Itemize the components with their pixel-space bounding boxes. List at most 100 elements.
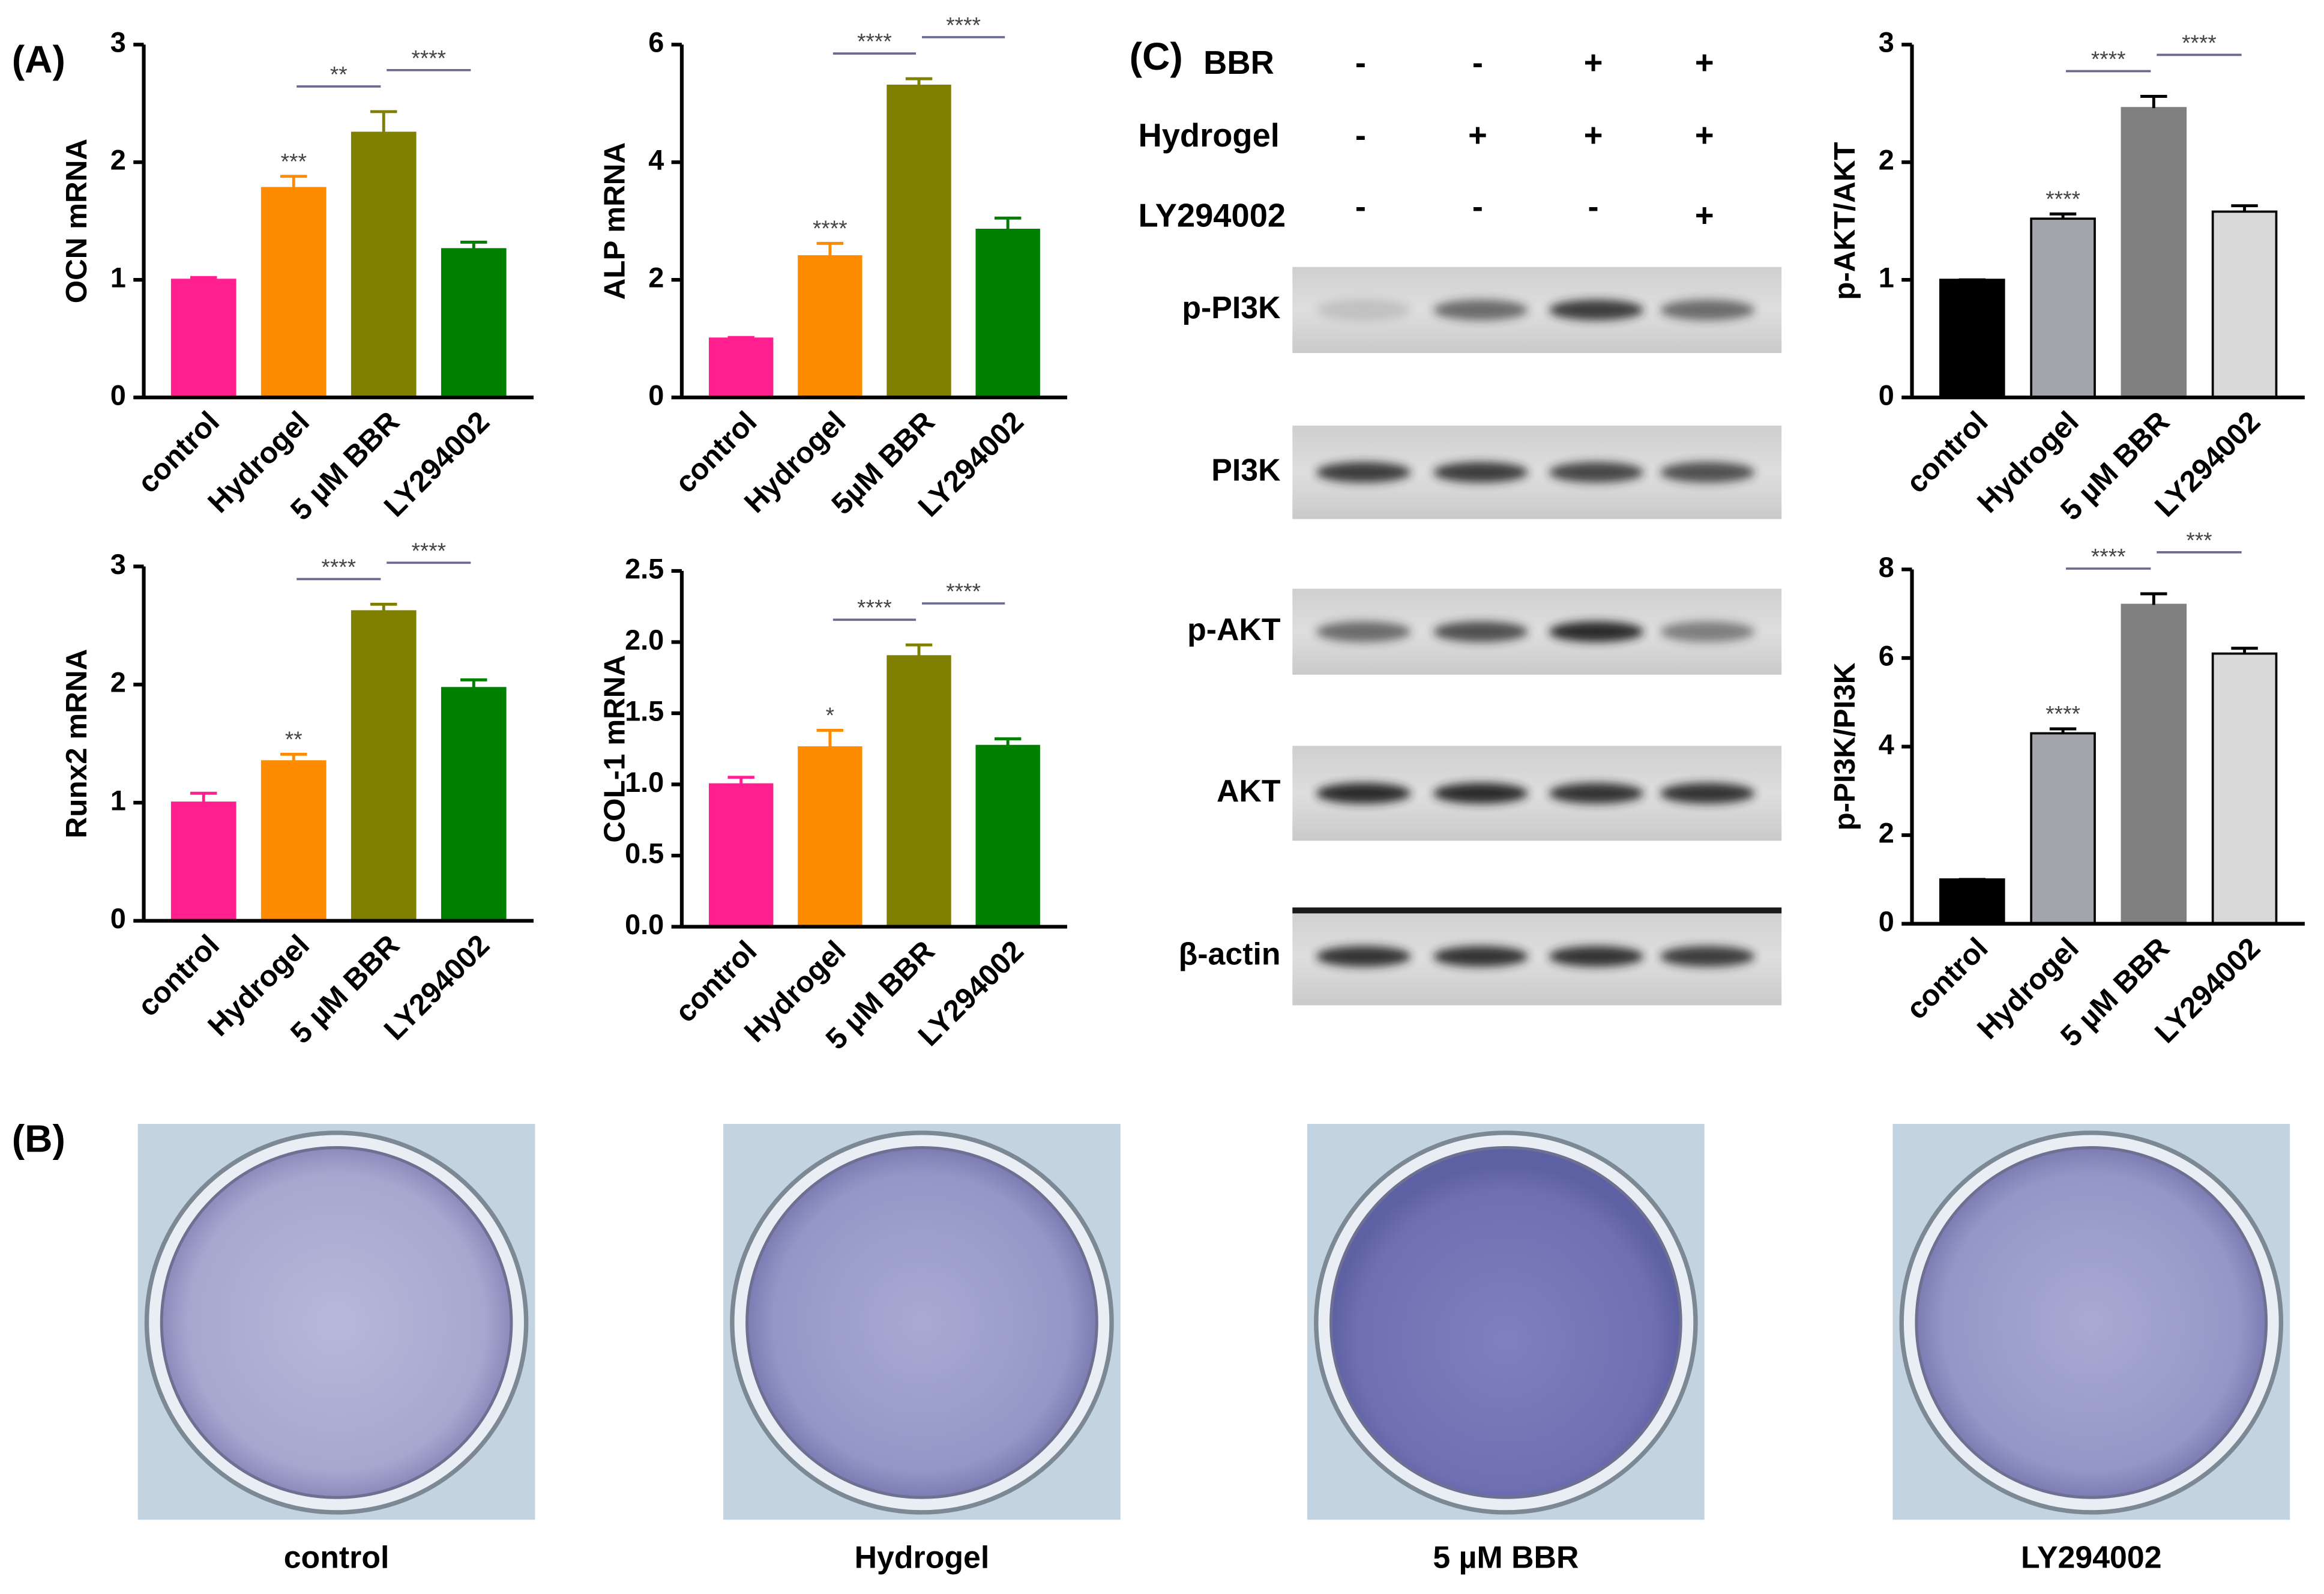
blot-label: p-AKT	[1187, 612, 1281, 647]
y-tick-label: 0	[110, 379, 126, 411]
bar	[170, 802, 236, 922]
y-tick-label: 1	[110, 785, 126, 816]
treatment-sign: -	[1355, 117, 1366, 154]
blot-band	[1316, 462, 1411, 483]
y-tick-label: 6	[648, 27, 664, 58]
error-bar	[727, 336, 754, 339]
y-tick-label: 1	[1879, 262, 1894, 293]
y-axis-label: Runx2 mRNA	[60, 649, 93, 839]
y-axis-label: COL-1 mRNA	[598, 655, 631, 843]
comparison-label: ****	[2091, 46, 2126, 71]
bar	[975, 228, 1040, 399]
bar	[2030, 732, 2096, 925]
blot-band	[1549, 783, 1644, 804]
treatment-sign: +	[1695, 198, 1714, 234]
dish-stain	[1915, 1146, 2268, 1499]
y-tick-label: 2	[1879, 817, 1894, 848]
comparison-label: ***	[2186, 527, 2212, 552]
treatment-sign: -	[1588, 189, 1599, 225]
bar	[887, 85, 951, 399]
error-bar	[727, 776, 754, 785]
y-tick-label: 1.5	[625, 695, 664, 726]
dish-stain	[745, 1146, 1098, 1499]
blot-band	[1316, 783, 1411, 804]
y-tick-label: 0	[1879, 906, 1894, 937]
blot-band	[1549, 462, 1644, 483]
error-bar	[2231, 204, 2258, 212]
bar	[2030, 217, 2096, 399]
error-bar	[2231, 647, 2258, 654]
bar	[1939, 878, 2005, 925]
error-bar	[370, 602, 397, 612]
y-tick-label: 0	[110, 903, 126, 934]
treatment-sign: +	[1695, 44, 1714, 81]
blot-band	[1549, 621, 1644, 642]
bar	[441, 687, 507, 922]
treatment-label: LY294002	[1138, 198, 1286, 234]
bar	[798, 255, 862, 399]
blot-band	[1660, 462, 1755, 483]
bar	[887, 655, 951, 928]
y-tick-label: 0	[1879, 379, 1894, 411]
treatment-sign: +	[1584, 117, 1603, 154]
y-tick-label: 3	[110, 27, 126, 58]
dish-stain	[160, 1146, 513, 1499]
dish-caption: Hydrogel	[855, 1540, 990, 1575]
error-bar	[2049, 727, 2077, 734]
treatment-sign: +	[1584, 44, 1603, 81]
blot-band	[1549, 946, 1644, 967]
bar	[260, 760, 327, 922]
y-tick-label: 0	[648, 379, 664, 411]
blot-label: AKT	[1217, 773, 1281, 808]
y-tick-label: 2.5	[625, 553, 664, 584]
panel-label: (A)	[12, 38, 65, 81]
dish-stain	[1329, 1146, 1682, 1499]
treatment-sign: +	[1468, 117, 1487, 154]
y-tick-label: 8	[1879, 552, 1894, 583]
bar	[975, 744, 1040, 928]
y-tick-label: 3	[110, 549, 126, 580]
error-bar	[994, 737, 1022, 746]
bar	[2121, 603, 2187, 925]
bar	[2211, 652, 2278, 925]
blot-band	[1660, 300, 1755, 321]
y-tick-label: 1	[110, 262, 126, 293]
dish-caption: LY294002	[2021, 1540, 2162, 1575]
significance-label: ****	[2046, 701, 2080, 726]
bar	[351, 610, 417, 922]
bar	[351, 131, 417, 399]
blot-band	[1433, 300, 1528, 321]
y-tick-label: 4	[1879, 729, 1894, 760]
treatment-label: BBR	[1203, 44, 1274, 81]
blot-label: PI3K	[1211, 452, 1280, 487]
treatment-sign: -	[1472, 189, 1483, 225]
x-tick-label: control	[1900, 405, 1994, 500]
y-tick-label: 2	[110, 145, 126, 176]
error-bar	[460, 240, 487, 250]
y-tick-label: 2	[648, 262, 664, 293]
bar	[441, 248, 507, 399]
error-bar	[905, 643, 933, 657]
blot-label: β-actin	[1179, 937, 1281, 971]
blot-label: p-PI3K	[1182, 290, 1280, 325]
bar	[1939, 279, 2005, 399]
y-tick-label: 3	[1879, 27, 1894, 58]
blot-band	[1549, 300, 1644, 321]
x-tick-label: control	[1900, 931, 1994, 1025]
error-bar	[280, 752, 307, 762]
blot-band	[1316, 621, 1411, 642]
significance-label: ***	[281, 148, 307, 174]
bar	[2211, 210, 2278, 399]
comparison-label: ****	[411, 538, 446, 563]
blot-band	[1433, 621, 1528, 642]
blot-band	[1433, 783, 1528, 804]
blot-band	[1316, 946, 1411, 967]
treatment-sign: -	[1355, 189, 1366, 225]
y-tick-label: 1.0	[625, 767, 664, 798]
significance-label: ****	[2046, 186, 2080, 211]
treatment-sign: +	[1695, 117, 1714, 154]
y-tick-label: 6	[1879, 640, 1894, 671]
error-bar	[905, 77, 933, 86]
comparison-label: ****	[2091, 544, 2126, 569]
bar	[170, 279, 236, 399]
